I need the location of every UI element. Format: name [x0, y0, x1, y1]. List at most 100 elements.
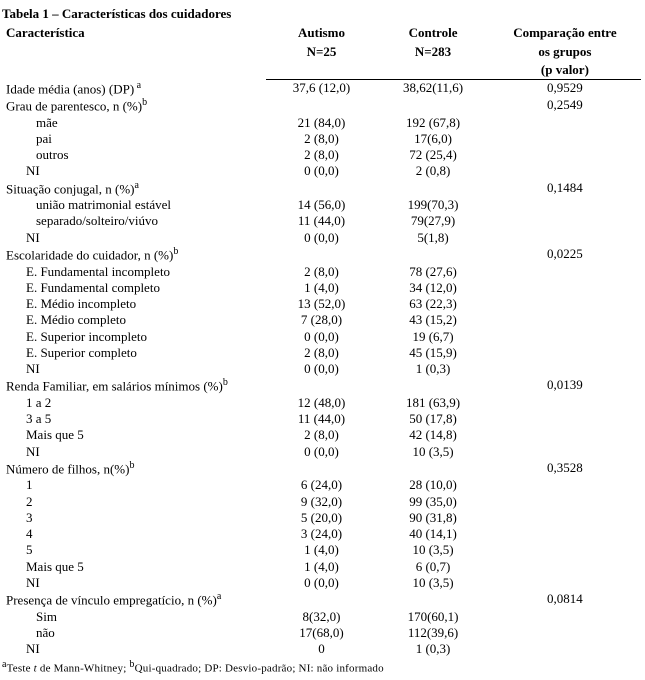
- table-row: E. Médio incompleto13 (52,0)63 (22,3): [2, 296, 641, 312]
- cell-autismo: 2 (8,0): [266, 147, 378, 163]
- table-row: não17(68,0)112(39,6): [2, 625, 641, 641]
- cell-controle: 192 (67,8): [377, 115, 489, 131]
- cell-autismo: 0 (0,0): [266, 329, 378, 345]
- cell-characteristic: NI: [2, 230, 266, 246]
- cell-autismo: [266, 246, 378, 264]
- cell-pvalor: [489, 280, 641, 296]
- cell-controle: 112(39,6): [377, 625, 489, 641]
- cell-characteristic: 3: [2, 510, 266, 526]
- cell-autismo: 21 (84,0): [266, 115, 378, 131]
- cell-pvalor: 0,0814: [489, 591, 641, 609]
- cell-autismo: [266, 377, 378, 395]
- cell-controle: 170(60,1): [377, 609, 489, 625]
- cell-pvalor: [489, 641, 641, 657]
- cell-autismo: 2 (8,0): [266, 131, 378, 147]
- cell-autismo: 2 (8,0): [266, 264, 378, 280]
- cell-pvalor: [489, 625, 641, 641]
- cell-characteristic: E. Superior incompleto: [2, 329, 266, 345]
- cell-controle: 199(70,3): [377, 197, 489, 213]
- cell-characteristic: E. Médio completo: [2, 312, 266, 328]
- table-body: Idade média (anos) (DP) a37,6 (12,0)38,6…: [2, 80, 641, 658]
- cell-controle: 90 (31,8): [377, 510, 489, 526]
- table-row: Número de filhos, n(%)b0,3528: [2, 460, 641, 478]
- cell-autismo: 0 (0,0): [266, 575, 378, 591]
- cell-characteristic: NI: [2, 163, 266, 179]
- cell-characteristic: E. Fundamental incompleto: [2, 264, 266, 280]
- cell-pvalor: [489, 213, 641, 229]
- table-row: 29 (32,0)99 (35,0): [2, 494, 641, 510]
- cell-controle: 99 (35,0): [377, 494, 489, 510]
- cell-characteristic: NI: [2, 575, 266, 591]
- table-footnote: aTeste t de Mann-Whitney; bQui-quadrado;…: [2, 659, 641, 676]
- cell-pvalor: [489, 427, 641, 443]
- cell-controle: 1 (0,3): [377, 361, 489, 377]
- col-autismo-l2: N=25: [266, 43, 378, 61]
- table-row: E. Médio completo7 (28,0)43 (15,2): [2, 312, 641, 328]
- table-row: NI0 (0,0)2 (0,8): [2, 163, 641, 179]
- col-controle-l1: Controle: [377, 24, 489, 42]
- cell-pvalor: [489, 147, 641, 163]
- cell-controle: 1 (0,3): [377, 641, 489, 657]
- table-row: mãe21 (84,0)192 (67,8): [2, 115, 641, 131]
- table-row: Situação conjugal, n (%)a 0,1484: [2, 180, 641, 198]
- cell-controle: [377, 180, 489, 198]
- cell-controle: [377, 591, 489, 609]
- table-row: união matrimonial estável14 (56,0)199(70…: [2, 197, 641, 213]
- cell-characteristic: mãe: [2, 115, 266, 131]
- cell-controle: 10 (3,5): [377, 542, 489, 558]
- table-row: NI0 (0,0)1 (0,3): [2, 361, 641, 377]
- cell-pvalor: [489, 477, 641, 493]
- table-row: E. Superior incompleto0 (0,0)19 (6,7): [2, 329, 641, 345]
- table-row: NI01 (0,3): [2, 641, 641, 657]
- cell-controle: 181 (63,9): [377, 395, 489, 411]
- cell-pvalor: [489, 526, 641, 542]
- cell-controle: 17(6,0): [377, 131, 489, 147]
- cell-pvalor: [489, 559, 641, 575]
- cell-controle: [377, 460, 489, 478]
- cell-autismo: 1 (4,0): [266, 559, 378, 575]
- cell-pvalor: [489, 575, 641, 591]
- table-row: E. Fundamental incompleto2 (8,0)78 (27,6…: [2, 264, 641, 280]
- cell-characteristic: NI: [2, 444, 266, 460]
- cell-autismo: 12 (48,0): [266, 395, 378, 411]
- cell-characteristic: NI: [2, 641, 266, 657]
- cell-pvalor: [489, 197, 641, 213]
- table-header: Característica Autismo Controle Comparaç…: [2, 24, 641, 79]
- cell-autismo: 1 (4,0): [266, 280, 378, 296]
- table-row: Escolaridade do cuidador, n (%)b0,0225: [2, 246, 641, 264]
- cell-pvalor: [489, 296, 641, 312]
- cell-autismo: 14 (56,0): [266, 197, 378, 213]
- cell-characteristic: Escolaridade do cuidador, n (%)b: [2, 246, 266, 264]
- cell-autismo: 13 (52,0): [266, 296, 378, 312]
- cell-autismo: 0: [266, 641, 378, 657]
- table-row: E. Fundamental completo1 (4,0)34 (12,0): [2, 280, 641, 296]
- cell-pvalor: [489, 163, 641, 179]
- cell-controle: 42 (14,8): [377, 427, 489, 443]
- table-row: separado/solteiro/viúvo11 (44,0)79(27,9): [2, 213, 641, 229]
- cell-autismo: 6 (24,0): [266, 477, 378, 493]
- col-p-l1: Comparação entre: [489, 24, 641, 42]
- cell-autismo: 37,6 (12,0): [266, 80, 378, 98]
- cell-controle: 40 (14,1): [377, 526, 489, 542]
- cell-controle: 72 (25,4): [377, 147, 489, 163]
- cell-controle: [377, 246, 489, 264]
- cell-pvalor: 0,1484: [489, 180, 641, 198]
- cell-pvalor: 0,2549: [489, 97, 641, 115]
- cell-characteristic: NI: [2, 361, 266, 377]
- col-p-l2: os grupos: [489, 43, 641, 61]
- cell-autismo: 0 (0,0): [266, 230, 378, 246]
- cell-controle: 78 (27,6): [377, 264, 489, 280]
- cell-pvalor: [489, 542, 641, 558]
- table-row: outros2 (8,0)72 (25,4): [2, 147, 641, 163]
- cell-controle: 2 (0,8): [377, 163, 489, 179]
- table-row: pai2 (8,0)17(6,0): [2, 131, 641, 147]
- table-row: NI0 (0,0)10 (3,5): [2, 575, 641, 591]
- cell-autismo: 11 (44,0): [266, 411, 378, 427]
- table-row: 1 a 212 (48,0)181 (63,9): [2, 395, 641, 411]
- cell-characteristic: outros: [2, 147, 266, 163]
- table-row: Presença de vínculo empregatício, n (%)a…: [2, 591, 641, 609]
- cell-characteristic: 5: [2, 542, 266, 558]
- cell-pvalor: [489, 131, 641, 147]
- cell-controle: 63 (22,3): [377, 296, 489, 312]
- cell-characteristic: Situação conjugal, n (%)a: [2, 180, 266, 198]
